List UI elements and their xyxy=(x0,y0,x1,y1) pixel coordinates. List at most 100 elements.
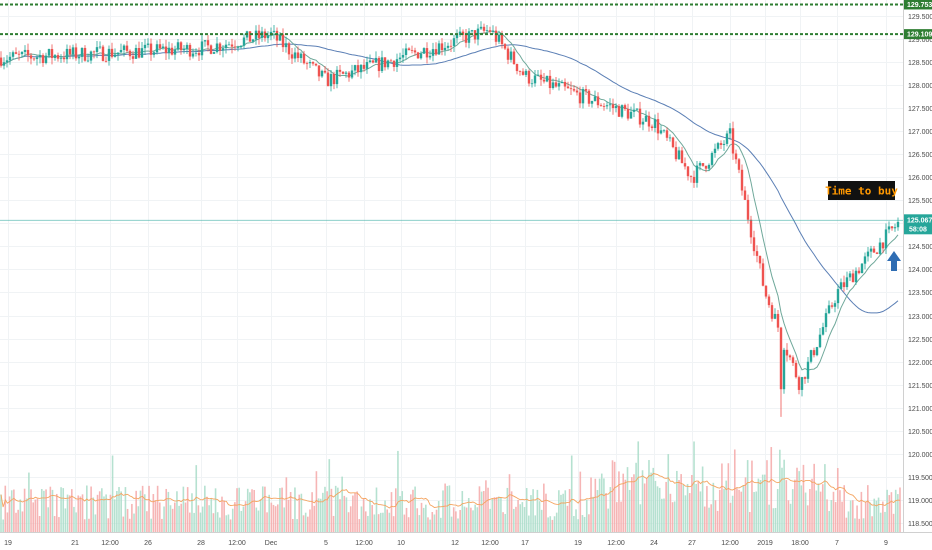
volume-bar xyxy=(199,512,202,532)
candle-body xyxy=(287,43,291,55)
candle-body xyxy=(155,44,159,53)
candle-body xyxy=(854,270,858,283)
x-tick-label: 12:00 xyxy=(607,540,625,547)
volume-bar xyxy=(858,518,861,532)
volume-bar xyxy=(261,486,264,532)
volume-bar xyxy=(512,508,515,532)
candle-body xyxy=(515,63,519,72)
candle-body xyxy=(482,26,486,31)
candle-body xyxy=(203,40,207,42)
candle-body xyxy=(587,90,591,104)
volume-bar xyxy=(738,489,740,532)
candle-body xyxy=(611,104,615,109)
candle-body xyxy=(821,327,825,335)
y-axis-panel[interactable] xyxy=(903,0,932,532)
volume-bar xyxy=(562,493,564,532)
y-tick-label: 125.500 xyxy=(908,198,932,205)
candle-body xyxy=(296,52,300,59)
volume-bar xyxy=(43,490,45,532)
volume-bar xyxy=(446,485,449,532)
candle-body xyxy=(842,282,846,288)
volume-bar xyxy=(772,508,775,532)
candle-body xyxy=(479,26,483,29)
volume-bar xyxy=(337,487,339,532)
volume-bar xyxy=(506,487,509,532)
candle-body xyxy=(146,43,150,45)
candle-body xyxy=(665,130,669,138)
volume-bar xyxy=(38,516,41,532)
volume-bar xyxy=(412,489,414,532)
volume-bar xyxy=(622,473,625,532)
candle-body xyxy=(317,65,321,77)
x-tick-label: 18:00 xyxy=(791,540,809,547)
volume-bar xyxy=(249,492,251,532)
volume-bar xyxy=(474,504,476,532)
candle-body xyxy=(0,57,3,66)
volume-bar xyxy=(32,502,34,532)
candle-body xyxy=(77,56,81,59)
volume-bar xyxy=(313,505,316,532)
candle-body xyxy=(215,43,219,53)
volume-bar xyxy=(731,495,734,532)
x-tick-label: 17 xyxy=(521,540,529,547)
volume-bar xyxy=(8,496,11,532)
volume-bar xyxy=(148,485,150,532)
candle-body xyxy=(233,46,237,48)
volume-bar xyxy=(377,514,380,532)
volume-bar xyxy=(105,494,107,532)
volume-bar xyxy=(407,517,410,532)
volume-bar xyxy=(620,501,622,532)
volume-bar xyxy=(19,499,22,532)
volume-bar xyxy=(811,478,813,532)
volume-bar xyxy=(64,508,67,532)
volume-bar xyxy=(171,508,174,532)
volume-bar xyxy=(425,504,427,532)
volume-bar xyxy=(899,487,901,532)
volume-bar xyxy=(654,480,657,532)
volume-bar xyxy=(73,506,75,532)
volume-bar xyxy=(349,506,352,532)
candle-body xyxy=(566,86,570,89)
candle-body xyxy=(113,54,117,57)
volume-bar xyxy=(661,498,663,532)
volume-bar xyxy=(849,500,852,532)
volume-bar xyxy=(517,499,519,532)
volume-bar xyxy=(787,500,790,532)
candle-body xyxy=(503,44,507,49)
volume-bar xyxy=(152,494,155,532)
time-to-buy-annotation[interactable]: Time to buy xyxy=(825,181,898,200)
volume-bar xyxy=(384,500,386,532)
volume-bar xyxy=(770,447,773,532)
candle-body xyxy=(674,147,678,160)
candle-body xyxy=(272,30,276,32)
volume-bar xyxy=(712,482,715,532)
candle-body xyxy=(671,137,675,148)
candle-body xyxy=(533,75,537,84)
volume-bar xyxy=(663,498,665,532)
volume-bar xyxy=(180,503,183,532)
candle-body xyxy=(734,153,738,160)
volume-bar xyxy=(189,512,191,532)
y-axis-ticks: 129.500 129.000 128.500 128.000 127.500 127.0… xyxy=(908,14,932,528)
volume-bar xyxy=(575,509,577,532)
volume-bar xyxy=(92,497,95,532)
candle-body xyxy=(308,62,312,64)
volume-bar xyxy=(534,515,537,532)
volume-bar xyxy=(699,491,702,532)
volume-bar xyxy=(21,511,24,532)
volume-bar xyxy=(463,506,466,532)
candle-body xyxy=(725,133,729,144)
y-tick-label: 127.000 xyxy=(908,129,932,136)
volume-bar xyxy=(774,507,777,532)
volume-average-line xyxy=(0,473,901,509)
volume-bar xyxy=(15,512,17,532)
volume-bar xyxy=(296,519,298,532)
volume-bar xyxy=(399,496,401,532)
x-tick-label: 19 xyxy=(4,540,12,547)
candle-body xyxy=(836,289,840,304)
annotation-text: Time to buy xyxy=(825,185,898,198)
volume-bar xyxy=(311,492,313,532)
candle-body xyxy=(713,148,717,154)
candle-body xyxy=(548,75,552,89)
